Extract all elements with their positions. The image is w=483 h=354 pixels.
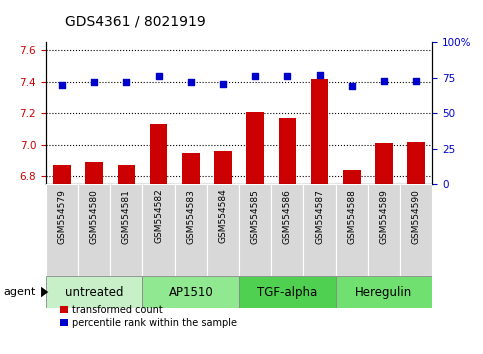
Bar xyxy=(214,151,232,184)
Bar xyxy=(303,184,336,276)
Text: TGF-alpha: TGF-alpha xyxy=(257,286,317,298)
Bar xyxy=(400,184,432,276)
Text: GSM554580: GSM554580 xyxy=(90,189,99,244)
Point xyxy=(316,72,324,78)
Point xyxy=(155,74,162,79)
Point xyxy=(187,79,195,85)
Bar xyxy=(46,276,142,308)
Text: untreated: untreated xyxy=(65,286,124,298)
Bar xyxy=(239,276,336,308)
Bar xyxy=(407,142,425,184)
Bar xyxy=(175,184,207,276)
Text: GDS4361 / 8021919: GDS4361 / 8021919 xyxy=(65,14,206,28)
Bar xyxy=(271,184,303,276)
Text: agent: agent xyxy=(4,287,36,297)
Text: GSM554589: GSM554589 xyxy=(380,189,388,244)
Point xyxy=(251,74,259,79)
Point xyxy=(412,78,420,84)
Text: AP1510: AP1510 xyxy=(169,286,213,298)
Bar xyxy=(85,162,103,184)
Bar xyxy=(150,124,168,184)
Point xyxy=(284,74,291,79)
Text: GSM554579: GSM554579 xyxy=(57,189,67,244)
Text: GSM554588: GSM554588 xyxy=(347,189,356,244)
Point xyxy=(219,81,227,86)
Bar xyxy=(142,184,175,276)
Bar xyxy=(311,79,328,184)
Point xyxy=(58,82,66,88)
Point xyxy=(380,78,388,84)
Text: GSM554590: GSM554590 xyxy=(412,189,421,244)
Bar xyxy=(368,184,400,276)
Bar xyxy=(117,165,135,184)
Bar xyxy=(279,118,296,184)
Point xyxy=(90,79,98,85)
Bar xyxy=(336,184,368,276)
Bar xyxy=(110,184,142,276)
Bar xyxy=(375,143,393,184)
Text: Heregulin: Heregulin xyxy=(355,286,412,298)
Text: GSM554587: GSM554587 xyxy=(315,189,324,244)
Text: GSM554582: GSM554582 xyxy=(154,189,163,244)
Bar xyxy=(78,184,110,276)
Bar xyxy=(53,165,71,184)
Bar xyxy=(246,112,264,184)
Bar xyxy=(343,170,361,184)
Text: GSM554581: GSM554581 xyxy=(122,189,131,244)
Text: GSM554584: GSM554584 xyxy=(218,189,227,244)
Bar xyxy=(336,276,432,308)
Bar xyxy=(207,184,239,276)
Bar xyxy=(142,276,239,308)
Point xyxy=(123,79,130,85)
Bar xyxy=(239,184,271,276)
Point xyxy=(348,84,355,89)
Text: GSM554585: GSM554585 xyxy=(251,189,260,244)
Bar xyxy=(182,153,199,184)
Text: GSM554583: GSM554583 xyxy=(186,189,195,244)
Bar xyxy=(46,184,78,276)
Text: GSM554586: GSM554586 xyxy=(283,189,292,244)
Legend: transformed count, percentile rank within the sample: transformed count, percentile rank withi… xyxy=(60,305,237,328)
